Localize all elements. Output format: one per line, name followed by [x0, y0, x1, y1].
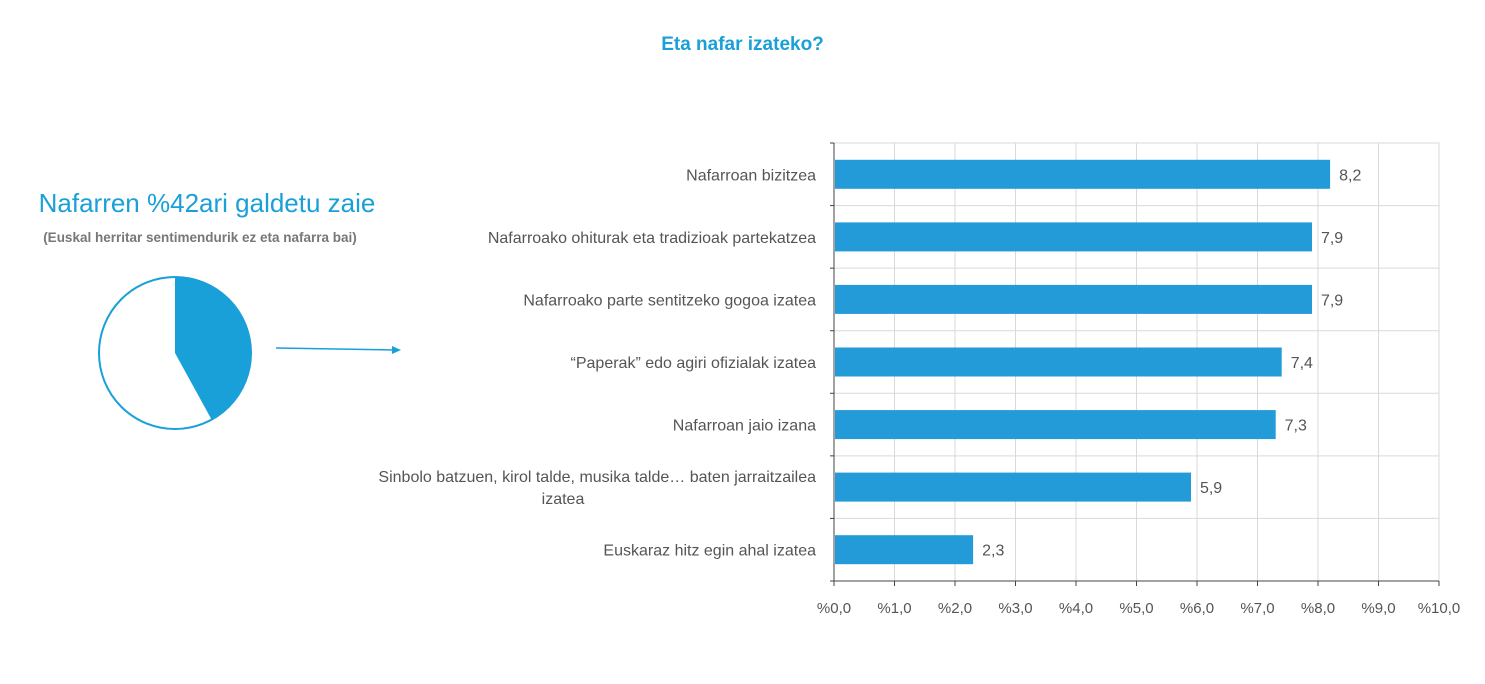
bar-value-label: 7,9 — [1321, 230, 1343, 247]
category-label: Nafarroan jaio izana — [673, 418, 816, 435]
bar — [835, 222, 1312, 252]
arrow-line — [275, 347, 394, 351]
x-tick-label: %9,0 — [1361, 600, 1395, 617]
pie-slice — [175, 277, 251, 420]
category-label: “Paperak” edo agiri ofizialak izatea — [571, 355, 817, 372]
arrow-head-icon — [392, 346, 401, 354]
bar — [835, 472, 1191, 502]
bar-value-label: 7,4 — [1291, 355, 1313, 372]
x-tick-label: %7,0 — [1240, 600, 1274, 617]
bar — [835, 535, 974, 565]
x-tick-label: %0,0 — [817, 600, 851, 617]
bar-value-label: 8,2 — [1339, 167, 1361, 184]
category-label: Euskaraz hitz egin ahal izatea — [603, 543, 816, 560]
category-label: Sinbolo batzuen, kirol talde, musika tal… — [378, 469, 816, 486]
category-label: Nafarroako parte sentitzeko gogoa izatea — [523, 292, 816, 309]
category-label: Nafarroako ohiturak eta tradizioak parte… — [488, 230, 816, 247]
x-tick-label: %2,0 — [938, 600, 972, 617]
x-tick-label: %3,0 — [998, 600, 1032, 617]
bar-value-label: 2,3 — [982, 543, 1004, 560]
bar — [835, 159, 1331, 189]
bar-value-label: 7,9 — [1321, 292, 1343, 309]
x-tick-label: %6,0 — [1180, 600, 1214, 617]
category-label: izatea — [542, 491, 585, 508]
bar-value-label: 5,9 — [1200, 480, 1222, 497]
bar — [835, 347, 1282, 377]
bar — [835, 410, 1276, 440]
sample-subheading: (Euskal herritar sentimendurik ez eta na… — [43, 230, 357, 245]
x-tick-label: %8,0 — [1301, 600, 1335, 617]
sample-heading: Nafarren %42ari galdetu zaie — [38, 188, 376, 218]
bar — [835, 284, 1312, 314]
chart-title: Eta nafar izateko? — [661, 34, 824, 55]
x-tick-label: %5,0 — [1119, 600, 1153, 617]
bar-value-label: 7,3 — [1285, 418, 1307, 435]
x-tick-label: %4,0 — [1059, 600, 1093, 617]
category-label: Nafarroan bizitzea — [686, 167, 816, 184]
x-tick-label: %10,0 — [1418, 600, 1461, 617]
x-tick-label: %1,0 — [877, 600, 911, 617]
